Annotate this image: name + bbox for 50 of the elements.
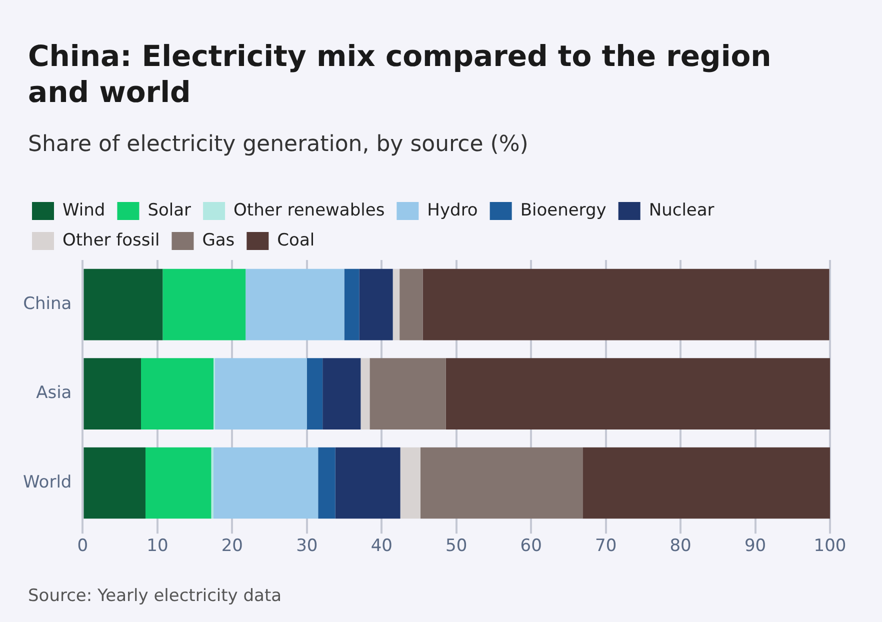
legend-label: Coal <box>277 230 315 250</box>
bar <box>400 447 420 519</box>
bar <box>422 268 830 340</box>
x-tick-label: 100 <box>814 536 846 556</box>
source-note: Source: Yearly electricity data <box>28 586 282 606</box>
x-tick-label: 0 <box>77 536 88 556</box>
x-tick-label: 10 <box>146 536 168 556</box>
bar <box>246 268 344 340</box>
bar <box>400 268 423 340</box>
legend-label: Bioenergy <box>520 200 606 220</box>
y-tick-label: Asia <box>36 383 72 404</box>
x-tick-label: 50 <box>446 536 468 556</box>
y-tick-label: World <box>23 472 72 492</box>
legend-label: Other renewables <box>234 200 385 220</box>
bar <box>335 447 400 519</box>
bar <box>306 358 323 430</box>
legend-label: Wind <box>62 200 106 220</box>
bar <box>145 447 212 519</box>
legend-label: Nuclear <box>648 200 714 220</box>
bar <box>322 358 361 430</box>
chart-title: China: Electricity mix compared to the region and world <box>28 38 772 110</box>
legend-label: Gas <box>202 230 235 250</box>
legend-label: Solar <box>148 200 192 220</box>
x-tick-label: 60 <box>520 536 542 556</box>
bar <box>392 268 400 340</box>
bar <box>84 358 142 430</box>
bar <box>370 358 446 430</box>
x-tick-label: 80 <box>670 536 692 556</box>
y-tick-label: China <box>23 294 72 314</box>
bar <box>213 447 318 519</box>
bar <box>141 358 214 430</box>
legend-label: Other fossil <box>62 230 160 250</box>
bar <box>360 358 370 430</box>
x-tick-label: 70 <box>594 536 617 556</box>
bar <box>420 447 583 519</box>
bar <box>344 268 360 340</box>
bar <box>214 358 307 430</box>
chart-subtitle: Share of electricity generation, by source (%) <box>28 132 528 157</box>
bar <box>359 268 393 340</box>
x-tick-label: 30 <box>296 536 318 556</box>
x-tick-label: 40 <box>370 536 392 556</box>
bar <box>162 268 246 340</box>
legend-label: Hydro <box>427 200 478 220</box>
bar <box>582 447 830 519</box>
x-tick-label: 90 <box>744 536 766 556</box>
bar <box>446 358 830 430</box>
x-tick-label: 20 <box>221 536 243 556</box>
bar <box>318 447 336 519</box>
bar <box>84 268 163 340</box>
bar <box>84 447 146 519</box>
